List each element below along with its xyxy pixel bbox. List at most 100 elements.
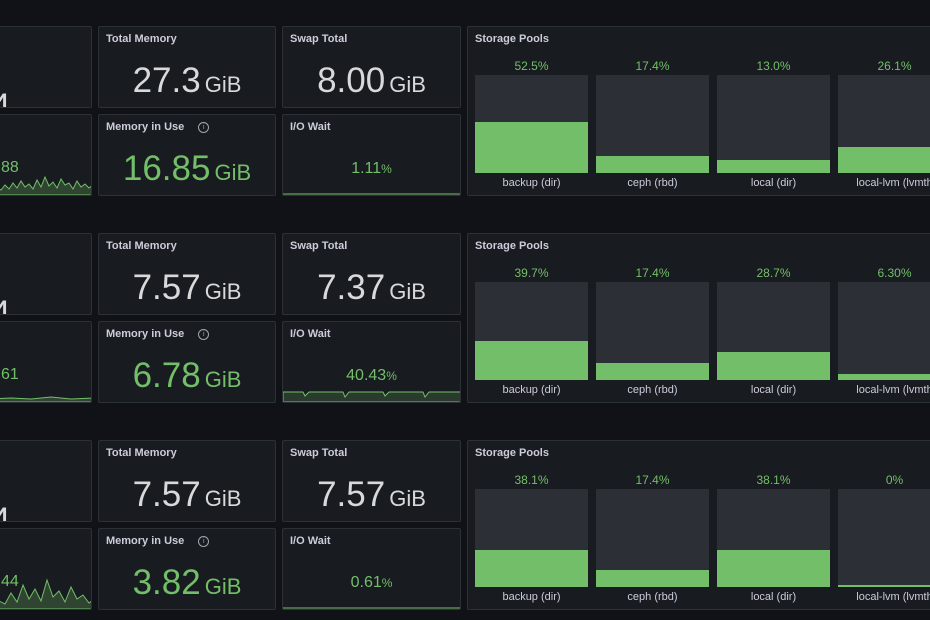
storage-pool-gauge[interactable]: 28.7% local (dir) <box>717 234 830 402</box>
info-icon[interactable]: i <box>198 122 210 133</box>
cpu-sparkline <box>0 175 91 195</box>
partial-stat-value: 4 <box>0 294 10 314</box>
panel-title: Memory in Use i <box>106 121 210 133</box>
storage-pool-gauge[interactable]: 17.4% ceph (rbd) <box>596 234 709 402</box>
storage-pool-bar-fill <box>475 341 588 380</box>
memory-in-use-panel[interactable]: Memory in Use i 3.82 GiB <box>98 528 276 610</box>
storage-pool-bar-track <box>717 489 830 587</box>
storage-pool-gauge[interactable]: 17.4% ceph (rbd) <box>596 27 709 195</box>
info-icon[interactable]: i <box>198 329 210 340</box>
partial-stat-panel-top[interactable]: 4 <box>0 440 92 522</box>
panel-title: Total Memory <box>106 447 177 459</box>
storage-pool-bar-fill <box>596 156 709 173</box>
storage-pool-label: local-lvm (lvmth <box>856 384 930 396</box>
storage-pool-bar-fill <box>838 374 930 380</box>
stat-number: 6.78 <box>132 356 201 395</box>
memory-in-use-value: 16.85 GiB <box>99 151 275 191</box>
total-memory-panel[interactable]: Total Memory 7.57 GiB <box>98 440 276 522</box>
storage-pool-bar-track <box>596 489 709 587</box>
storage-pool-gauge[interactable]: 38.1% local (dir) <box>717 441 830 609</box>
storage-pool-bar-fill <box>717 352 830 380</box>
storage-pool-bar-track <box>838 282 930 380</box>
memory-in-use-value: 6.78 GiB <box>99 358 275 398</box>
panel-title-text: Memory in Use <box>106 121 185 133</box>
io-wait-sparkline <box>283 607 460 609</box>
total-memory-value: 27.3 GiB <box>99 63 275 103</box>
storage-pool-gauge[interactable]: 17.4% ceph (rbd) <box>596 441 709 609</box>
stat-unit: GiB <box>389 486 426 511</box>
partial-stat-panel-top[interactable]: 4 <box>0 26 92 108</box>
storage-pool-bar-fill <box>475 550 588 587</box>
storage-pool-percent: 52.5% <box>514 59 549 73</box>
swap-total-panel[interactable]: Swap Total 7.37 GiB <box>282 233 461 315</box>
io-wait-value: 40.43% <box>283 367 460 385</box>
storage-pool-gauge[interactable]: 6.30% local-lvm (lvmth <box>838 234 930 402</box>
storage-pool-gauge[interactable]: 0% local-lvm (lvmth <box>838 441 930 609</box>
storage-pools-panel[interactable]: Storage Pools 39.7% backup (dir) 17.4% ceph… <box>467 233 930 403</box>
storage-pool-percent: 17.4% <box>635 473 670 487</box>
stat-unit: GiB <box>204 367 242 392</box>
memory-in-use-panel[interactable]: Memory in Use i 6.78 GiB <box>98 321 276 403</box>
stat-unit: GiB <box>389 279 426 304</box>
storage-pool-bar-fill <box>596 570 709 587</box>
swap-total-value: 7.37 GiB <box>283 270 460 310</box>
panel-title: Swap Total <box>290 33 348 45</box>
storage-pool-percent: 17.4% <box>635 59 670 73</box>
panel-title: Swap Total <box>290 447 348 459</box>
storage-pool-label: ceph (rbd) <box>627 177 678 189</box>
total-memory-panel[interactable]: Total Memory 27.3 GiB <box>98 26 276 108</box>
partial-stat-panel-bottom[interactable]: 44 <box>0 528 92 610</box>
storage-pool-label: ceph (rbd) <box>627 384 678 396</box>
memory-in-use-panel[interactable]: Memory in Use i 16.85 GiB <box>98 114 276 196</box>
storage-pool-label: ceph (rbd) <box>627 591 678 603</box>
storage-pool-gauge[interactable]: 52.5% backup (dir) <box>475 27 588 195</box>
cpu-sparkline <box>0 396 91 402</box>
panel-title: Swap Total <box>290 240 348 252</box>
panel-title-text: Memory in Use <box>106 535 185 547</box>
stat-unit: GiB <box>214 160 252 185</box>
swap-total-panel[interactable]: Swap Total 8.00 GiB <box>282 26 461 108</box>
storage-pool-label: local (dir) <box>750 591 797 603</box>
storage-pool-gauge[interactable]: 13.0% local (dir) <box>717 27 830 195</box>
io-wait-panel[interactable]: I/O Wait 1.11% <box>282 114 461 196</box>
panel-title: Storage Pools <box>475 33 549 45</box>
storage-pool-percent: 6.30% <box>877 266 912 280</box>
storage-pool-bar-track <box>717 282 830 380</box>
storage-pool-bar-track <box>475 282 588 380</box>
memory-in-use-value: 3.82 GiB <box>99 565 275 605</box>
stat-unit: GiB <box>204 574 242 599</box>
io-wait-panel[interactable]: I/O Wait 40.43% <box>282 321 461 403</box>
stat-number: 8.00 <box>317 61 386 100</box>
partial-stat-panel-bottom[interactable]: 88 <box>0 114 92 196</box>
total-memory-panel[interactable]: Total Memory 7.57 GiB <box>98 233 276 315</box>
storage-pool-gauge[interactable]: 39.7% backup (dir) <box>475 234 588 402</box>
panel-title: I/O Wait <box>290 328 331 340</box>
storage-pool-gauge[interactable]: 26.1% local-lvm (lvmth <box>838 27 930 195</box>
storage-pool-percent: 39.7% <box>514 266 549 280</box>
cpu-sparkline <box>0 578 91 609</box>
stat-unit: % <box>381 576 393 590</box>
io-wait-panel[interactable]: I/O Wait 0.61% <box>282 528 461 610</box>
partial-stat-value: 4 <box>0 87 10 107</box>
stat-number: 40.43 <box>346 367 387 384</box>
total-memory-value: 7.57 GiB <box>99 270 275 310</box>
panel-title: I/O Wait <box>290 535 331 547</box>
storage-pool-bar-fill <box>475 122 588 173</box>
storage-pools-panel[interactable]: Storage Pools 38.1% backup (dir) 17.4% ceph… <box>467 440 930 610</box>
panel-title: Total Memory <box>106 240 177 252</box>
storage-pool-label: local-lvm (lvmth <box>856 177 930 189</box>
swap-total-panel[interactable]: Swap Total 7.57 GiB <box>282 440 461 522</box>
partial-stat-panel-bottom[interactable]: 61 <box>0 321 92 403</box>
partial-stat-panel-top[interactable]: 4 <box>0 233 92 315</box>
io-wait-value: 0.61% <box>283 574 460 592</box>
storage-pool-bar-track <box>838 489 930 587</box>
storage-pool-gauge[interactable]: 38.1% backup (dir) <box>475 441 588 609</box>
storage-pools-panel[interactable]: Storage Pools 52.5% backup (dir) 17.4% ceph… <box>467 26 930 196</box>
storage-pool-bar-track <box>475 75 588 173</box>
storage-pool-bar-track <box>838 75 930 173</box>
storage-pool-bar-fill <box>838 585 930 587</box>
storage-pool-percent: 38.1% <box>756 473 791 487</box>
storage-pool-bar-fill <box>717 160 830 173</box>
stat-unit: GiB <box>204 279 242 304</box>
info-icon[interactable]: i <box>198 536 210 547</box>
